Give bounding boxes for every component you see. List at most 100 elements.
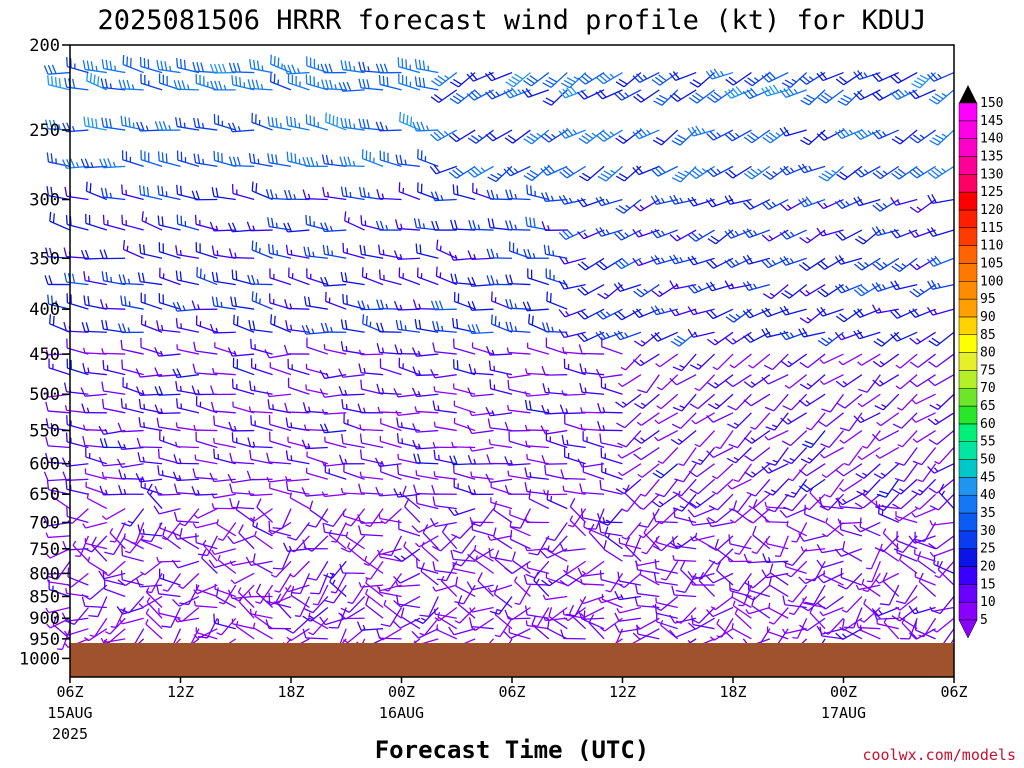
wind-barb (395, 410, 420, 416)
wind-barb (650, 165, 679, 177)
wind-barb (687, 328, 715, 338)
wind-barb (228, 248, 255, 259)
wind-barb (635, 584, 660, 598)
wind-barb (270, 54, 292, 74)
wind-barb (396, 433, 421, 449)
wind-barb (842, 541, 863, 562)
wind-barb (710, 595, 734, 611)
wind-barb (762, 284, 789, 300)
wind-barb (528, 313, 550, 333)
wind-barb (433, 471, 457, 480)
colorbar-label: 80 (980, 346, 996, 361)
wind-barb (580, 606, 605, 618)
wind-barb (91, 536, 108, 562)
wind-barb (307, 560, 329, 581)
wind-barb (798, 284, 826, 297)
wind-barb (289, 492, 310, 510)
wind-barb (192, 468, 218, 480)
wind-barb (365, 577, 384, 597)
wind-barb (706, 412, 734, 423)
wind-barb (193, 584, 218, 595)
wind-barb (799, 478, 826, 493)
wind-barb (285, 244, 310, 259)
wind-barb (343, 413, 365, 432)
wind-barb (195, 73, 218, 91)
wind-barb (158, 293, 181, 310)
wind-barb (102, 359, 126, 376)
wind-barb (855, 463, 881, 479)
wind-barb (705, 68, 734, 80)
wind-barb (397, 453, 421, 465)
colorbar-label: 25 (980, 542, 996, 557)
wind-barb (436, 239, 458, 259)
wind-barb (251, 358, 273, 376)
wind-barb (194, 454, 218, 465)
wind-barb (899, 554, 918, 574)
wind-barb (340, 487, 365, 495)
wind-barb (211, 245, 236, 259)
wind-barb (101, 508, 126, 520)
wind-barb (141, 535, 163, 550)
wind-barb (342, 293, 365, 310)
wind-barb (670, 535, 697, 550)
wind-barb (540, 164, 568, 176)
wind-barb (540, 425, 568, 435)
wind-barb (687, 196, 715, 207)
wind-barb (101, 471, 126, 480)
wind-barb (358, 118, 384, 131)
wind-barb (654, 559, 678, 574)
wind-barb (287, 377, 310, 395)
wind-barb (866, 561, 881, 583)
wind-barb (247, 79, 273, 91)
wind-barb (524, 605, 549, 619)
wind-barb (929, 520, 955, 526)
wind-barb (600, 447, 623, 465)
wind-barb (120, 570, 144, 586)
colorbar-label: 85 (980, 328, 996, 343)
credit-text: coolwx.com/models (862, 746, 1016, 764)
wind-barb (799, 374, 826, 390)
wind-barb (524, 424, 549, 432)
wind-barb (322, 186, 347, 201)
wind-barb (839, 617, 863, 632)
wind-barb (617, 374, 642, 388)
wind-barb (687, 125, 715, 137)
wind-barb (357, 300, 384, 311)
wind-barb (874, 535, 900, 553)
colorbar-label: 150 (980, 96, 1003, 111)
wind-barb (928, 535, 955, 550)
wind-barb (309, 573, 329, 595)
wind-barb (380, 462, 402, 480)
wind-barb (393, 548, 421, 562)
wind-barb (450, 550, 476, 562)
wind-barb (467, 548, 494, 561)
wind-barb (193, 424, 218, 432)
wind-barb (614, 623, 642, 633)
wind-barb (835, 493, 863, 506)
wind-barb (761, 307, 789, 318)
wind-barb (725, 165, 752, 179)
wind-barb (485, 406, 513, 417)
wind-barb (786, 560, 808, 578)
wind-barb (600, 617, 623, 632)
wind-barb (321, 79, 347, 91)
wind-barb (340, 596, 366, 613)
wind-barb (839, 412, 863, 432)
wind-barb (85, 181, 108, 201)
wind-barb (837, 518, 862, 525)
wind-barb (806, 412, 826, 431)
wind-barb (505, 274, 531, 286)
wind-barb (268, 243, 292, 259)
wind-barb (614, 612, 642, 622)
wind-barb (312, 584, 329, 606)
wind-barb (193, 153, 218, 168)
wind-barb (821, 463, 844, 478)
wind-barb (174, 441, 199, 449)
wind-barb (375, 63, 402, 74)
wind-barb (433, 449, 457, 465)
wind-barb (195, 315, 218, 333)
wind-barb (433, 386, 457, 395)
colorbar-label: 30 (980, 524, 996, 539)
wind-barb (799, 617, 826, 632)
wind-barb (393, 250, 420, 261)
